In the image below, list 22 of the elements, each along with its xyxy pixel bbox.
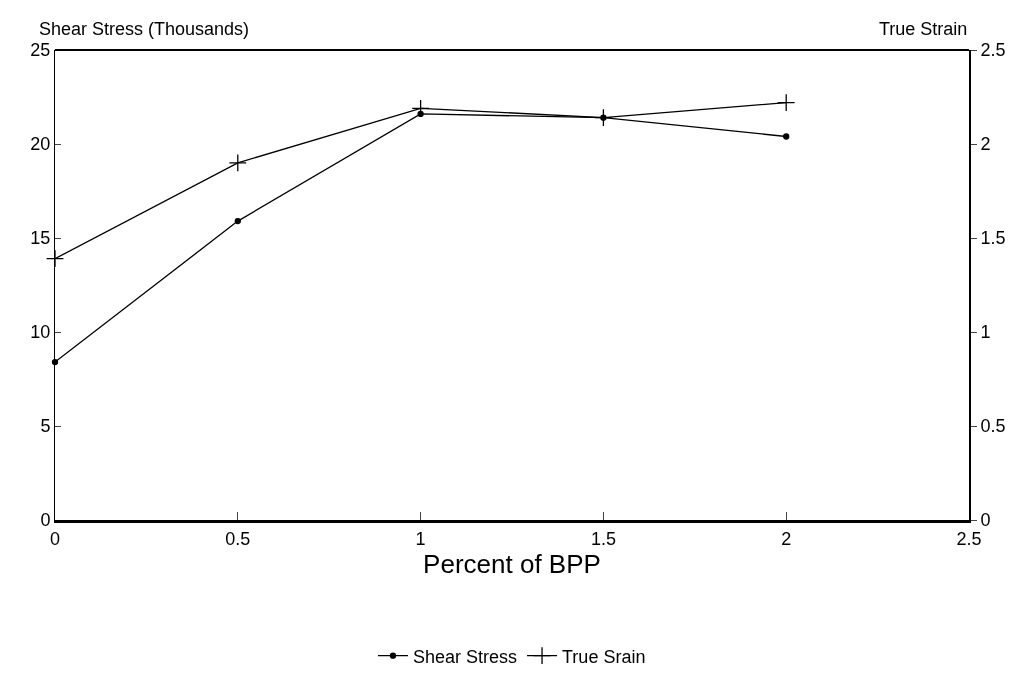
y-tick-label: 5	[40, 416, 51, 437]
y-axis-title: Shear Stress (Thousands)	[39, 19, 250, 39]
x-tick-label: 1	[415, 528, 426, 549]
y2-tick-label: 1	[980, 322, 991, 343]
y2-tick-label: 2	[980, 134, 991, 155]
y-tick-label: 15	[30, 228, 51, 249]
legend-label: True Srain	[562, 646, 646, 667]
y-tick-label: 0	[40, 510, 51, 531]
y-tick-label: 25	[30, 40, 51, 61]
y-tick-label: 20	[30, 134, 51, 155]
y2-axis-title: True Strain	[879, 19, 968, 39]
x-tick-label: 1.5	[590, 528, 616, 549]
x-tick-label: 2	[781, 528, 792, 549]
y2-tick-label: 0.5	[980, 416, 1006, 437]
y2-tick-label: 0	[980, 510, 991, 531]
y-tick-label: 10	[30, 322, 51, 343]
x-axis-title: Percent of BPP	[423, 548, 601, 579]
x-tick-label: 2.5	[956, 528, 982, 549]
x-tick-label: 0.5	[225, 528, 251, 549]
y2-tick-label: 2.5	[980, 40, 1006, 61]
y2-tick-label: 1.5	[980, 228, 1006, 249]
legend-label: Shear Stress	[413, 646, 518, 667]
